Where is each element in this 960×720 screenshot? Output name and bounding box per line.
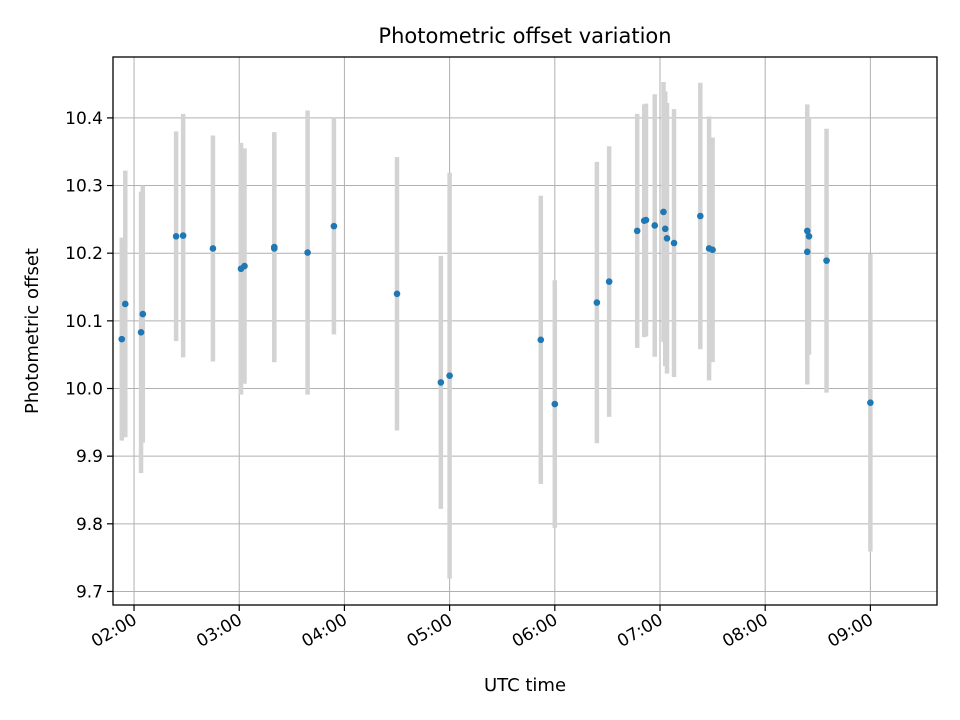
y-tick-label: 10.0 — [65, 380, 103, 400]
data-point — [651, 222, 659, 229]
y-tick-label: 10.1 — [65, 312, 103, 332]
data-point — [179, 232, 187, 239]
data-point — [803, 227, 811, 235]
y-tick-label: 10.2 — [65, 244, 103, 264]
chart-title: Photometric offset variation — [378, 24, 671, 48]
data-point — [121, 300, 129, 308]
data-point — [172, 232, 180, 240]
y-tick-label: 9.9 — [76, 447, 103, 467]
data-point — [803, 248, 811, 256]
data-point — [304, 249, 311, 256]
y-tick-label: 9.7 — [76, 582, 103, 602]
plot-frame — [112, 56, 938, 606]
data-point — [660, 208, 667, 216]
data-point — [805, 232, 813, 240]
data-point — [330, 222, 338, 230]
data-point — [593, 299, 601, 306]
data-point — [393, 290, 401, 298]
data-point — [446, 372, 453, 379]
data-point — [137, 329, 145, 336]
data-point — [270, 245, 278, 252]
data-point — [241, 262, 248, 270]
data-point — [437, 379, 445, 386]
data-point — [118, 335, 126, 343]
data-point — [663, 235, 671, 242]
data-points — [118, 208, 874, 408]
y-axis-ticks: 9.7 9.8 9.9 10.0 10.1 10.2 10.3 10.4 — [65, 109, 113, 602]
y-tick-label: 9.8 — [76, 515, 103, 535]
data-point — [697, 212, 704, 220]
data-point — [605, 278, 613, 285]
data-point — [551, 400, 559, 408]
y-tick-label: 10.3 — [65, 177, 103, 197]
y-axis-label: Photometric offset — [22, 248, 43, 414]
grid-lines — [113, 57, 937, 605]
data-point — [642, 216, 650, 224]
data-point — [537, 336, 545, 344]
data-point — [633, 227, 641, 235]
data-point — [661, 225, 669, 233]
data-point — [823, 257, 830, 264]
y-tick-label: 10.4 — [65, 109, 103, 129]
data-point — [209, 245, 217, 252]
data-point — [867, 399, 874, 407]
data-point — [670, 239, 678, 247]
data-point — [709, 246, 716, 254]
x-axis-label: UTC time — [484, 675, 566, 696]
data-point — [139, 310, 147, 318]
